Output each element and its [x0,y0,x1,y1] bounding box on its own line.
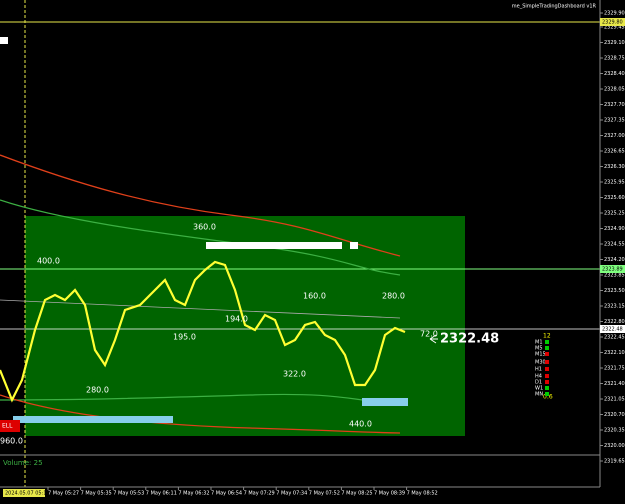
white-bar [350,242,358,249]
price-label: 2327.35 [604,118,625,124]
price-label: 2320.70 [604,412,625,418]
price-label: 2325.25 [604,211,625,217]
white-marker [0,37,8,44]
timeframe-signal [545,346,549,350]
annotation: 280.0 [86,386,109,395]
price-marker [600,265,625,273]
timeframe-signal [545,374,549,378]
time-label: 7 May 08:39 [374,491,405,497]
time-label: 7 May 07:52 [309,491,340,497]
annotation: 360.0 [193,223,216,232]
dashboard-count: 12 [543,333,551,340]
ma-gray [0,299,401,319]
side-label: 72.0 [420,330,438,339]
time-label: 7 May 08:25 [341,491,372,497]
sell-label: ELL [2,423,13,430]
price-label: 2329.90 [604,11,625,17]
time-start-box [3,489,45,497]
time-label: 7 May 05:53 [113,491,144,497]
price-label: 2324.55 [604,242,625,248]
timeframe: M15 [535,352,546,358]
time-label: 7 May 06:11 [146,491,177,497]
annotation: 960.0 [0,437,23,446]
price-label: 2320.00 [604,443,625,449]
timeframe-signal [545,392,549,396]
price-label: 2323.50 [604,288,625,294]
timeframe: H1 [535,367,542,373]
price-label: 2320.35 [604,428,625,434]
price-label: 2325.95 [604,180,625,186]
time-label: 7 May 06:54 [211,491,242,497]
price-label: 2328.40 [604,71,625,77]
price-label: 2321.05 [604,397,625,403]
price-label: 2319.65 [604,459,625,465]
blue-bar [13,416,173,423]
price-label: 2326.30 [604,164,625,170]
trend-curve [0,260,406,403]
time-start: 2024.05.07 05:10 [5,491,50,497]
price-label: 2327.00 [604,133,625,139]
annotation: 440.0 [349,420,372,429]
price-marker-label: 2329.80 [602,20,623,26]
annotation: 322.0 [283,370,306,379]
price-label: 2328.05 [604,87,625,93]
price-label: 2322.80 [604,319,625,325]
white-bar [206,242,342,249]
price-label: 2321.40 [604,381,625,387]
price-label: 2327.70 [604,102,625,108]
price-label: 2328.75 [604,56,625,62]
blue-bar [362,398,408,406]
time-label: 7 May 06:32 [178,491,209,497]
price-label: 2322.45 [604,335,625,341]
price-label: 2329.10 [604,40,625,46]
timeframe-signal [545,360,549,364]
price-marker [600,325,625,333]
dashboard-footer: 0:6 [543,394,553,401]
timeframe-signal [545,367,549,371]
sell-box [0,420,20,432]
current-price: 2322.48 [440,332,499,347]
ma-green-lower [0,393,401,404]
time-label: 7 May 07:34 [276,491,307,497]
timeframe-signal [545,352,549,356]
price-label: 2329.45 [604,25,625,31]
timeframe-signal [545,380,549,384]
annotation: 400.0 [37,257,60,266]
price-label: 2323.15 [604,304,625,310]
price-arrow [429,334,438,344]
time-label: 7 May 08:52 [407,491,438,497]
timeframe: D1 [535,380,542,386]
timeframe: MN [535,392,543,398]
price-marker [600,18,625,26]
time-label: 7 May 05:35 [81,491,112,497]
time-label: 7 May 05:27 [48,491,79,497]
time-label: 7 May 07:29 [244,491,275,497]
price-label: 2324.20 [604,257,625,263]
annotation: 194.0 [225,315,248,324]
price-label: 2322.10 [604,350,625,356]
timeframe: W1 [535,386,543,392]
timeframe: H4 [535,374,542,380]
annotation: 195.0 [173,333,196,342]
ma-red-upper [0,154,401,257]
price-marker-label: 2322.48 [602,327,623,333]
annotation: 280.0 [382,292,405,301]
price-label: 2326.65 [604,149,625,155]
timeframe: M30 [535,360,546,366]
timeframe: M5 [535,346,543,352]
timeframe-signal [545,386,549,390]
price-label: 2324.90 [604,226,625,232]
price-label: 2321.75 [604,366,625,372]
volume-label: Volume: 25 [3,459,43,467]
indicator-title: me_SimpleTradingDashboard v1R [512,4,597,10]
timeframe: M1 [535,340,543,346]
annotation: 160.0 [303,292,326,301]
price-label: 2323.85 [604,273,625,279]
ma-red-lower [0,394,401,434]
price-label: 2325.60 [604,195,625,201]
timeframe-signal [545,340,549,344]
price-marker-label: 2323.89 [602,267,623,273]
